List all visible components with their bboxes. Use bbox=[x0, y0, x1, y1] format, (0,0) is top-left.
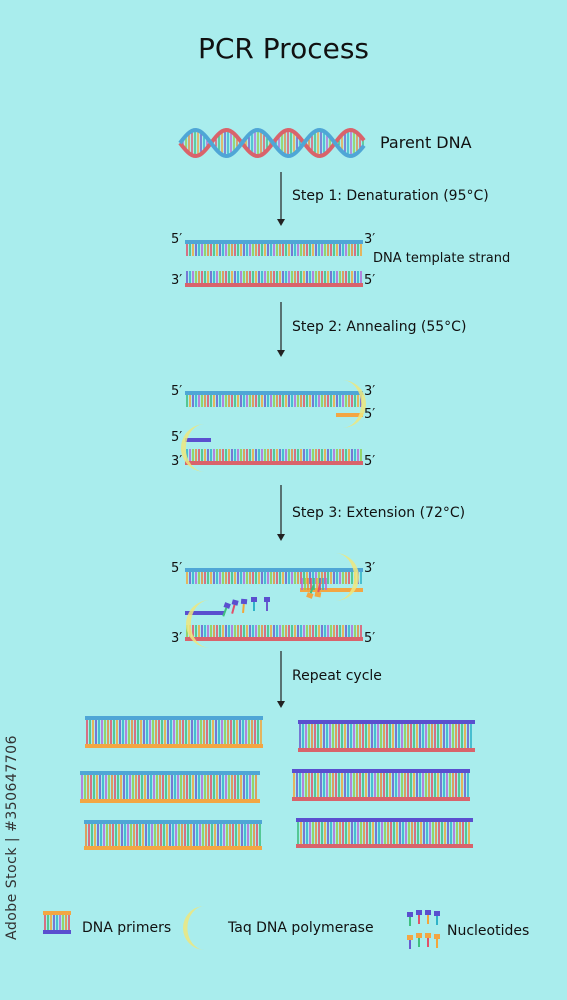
step-arrow bbox=[277, 651, 285, 708]
product-duplex bbox=[84, 820, 262, 850]
legend-polymerase-icon bbox=[183, 906, 205, 950]
extend-bottom-strand bbox=[185, 625, 363, 641]
end-label-3: 3′ bbox=[171, 631, 183, 646]
legend-primers-label: DNA primers bbox=[82, 920, 172, 936]
parent-dna-label: Parent DNA bbox=[380, 133, 472, 152]
nucleotide bbox=[231, 599, 239, 614]
step-arrow bbox=[277, 172, 285, 226]
end-label-5: 5′ bbox=[364, 407, 376, 422]
nucleotide bbox=[416, 933, 422, 947]
polymerase-crescent bbox=[181, 424, 205, 472]
extend-primer-left bbox=[185, 611, 225, 615]
dna-strands bbox=[43, 240, 475, 934]
polymerase-crescent bbox=[342, 380, 366, 429]
anneal-top-strand bbox=[185, 391, 363, 407]
polymerase-group bbox=[181, 380, 366, 950]
nucleotide bbox=[434, 911, 440, 925]
nucleotide bbox=[416, 910, 422, 924]
parent-dna-helix bbox=[178, 127, 366, 159]
anneal-primer-right bbox=[336, 413, 363, 417]
end-label-3: 3′ bbox=[364, 561, 376, 576]
end-label-3: 3′ bbox=[364, 384, 376, 399]
nucleotide bbox=[240, 598, 248, 614]
extend-primer-right bbox=[300, 578, 363, 592]
nucleotide bbox=[264, 597, 270, 611]
product-duplex bbox=[80, 771, 260, 803]
nucleotide bbox=[434, 934, 440, 948]
end-label-3: 3′ bbox=[171, 273, 183, 288]
nucleotide bbox=[425, 933, 431, 947]
nucleotide bbox=[222, 602, 231, 617]
end-label-5: 5′ bbox=[364, 631, 376, 646]
nucleotide bbox=[306, 584, 315, 599]
end-label-5: 5′ bbox=[171, 561, 183, 576]
nucleotide bbox=[407, 912, 413, 926]
legend-polymerase-label: Taq DNA polymerase bbox=[228, 920, 374, 936]
extend-top-strand bbox=[185, 568, 363, 584]
polymerase-crescent bbox=[335, 553, 359, 601]
end-label-3: 3′ bbox=[171, 454, 183, 469]
product-duplex bbox=[85, 716, 263, 748]
end-label-5: 5′ bbox=[171, 232, 183, 247]
template-strand-label: DNA template strand bbox=[373, 251, 511, 266]
nucleotide bbox=[314, 582, 322, 598]
nucleotide bbox=[251, 597, 257, 611]
end-label-3: 3′ bbox=[364, 232, 376, 247]
nucleotide-group bbox=[222, 582, 440, 949]
polymerase-crescent bbox=[186, 600, 210, 648]
step2-label: Step 2: Annealing (55°C) bbox=[292, 319, 467, 335]
watermark-text: Adobe Stock | #350647706 bbox=[4, 735, 20, 940]
anneal-primer-left bbox=[185, 438, 211, 442]
step1-label: Step 1: Denaturation (95°C) bbox=[292, 188, 489, 204]
legend-primers-icon bbox=[43, 911, 71, 934]
end-label-5: 5′ bbox=[364, 273, 376, 288]
end-label-5: 5′ bbox=[364, 454, 376, 469]
template-strand-bottom bbox=[185, 271, 363, 287]
legend-nucleotides-label: Nucleotides bbox=[447, 923, 530, 939]
end-label-5: 5′ bbox=[171, 384, 183, 399]
nucleotide bbox=[425, 910, 431, 924]
step-arrows bbox=[277, 172, 285, 708]
template-strand-top bbox=[185, 240, 363, 256]
page-title: PCR Process bbox=[197, 32, 369, 65]
product-duplex bbox=[292, 769, 470, 801]
product-duplex bbox=[298, 720, 475, 752]
step-arrow bbox=[277, 302, 285, 357]
nucleotide bbox=[407, 935, 413, 949]
step3-label: Step 3: Extension (72°C) bbox=[292, 505, 466, 521]
repeat-cycle-label: Repeat cycle bbox=[292, 668, 382, 684]
anneal-bottom-strand bbox=[185, 449, 363, 465]
helix-strand-blue bbox=[178, 127, 366, 159]
step-arrow bbox=[277, 485, 285, 541]
product-duplex bbox=[296, 818, 473, 848]
end-label-5: 5′ bbox=[171, 430, 183, 445]
